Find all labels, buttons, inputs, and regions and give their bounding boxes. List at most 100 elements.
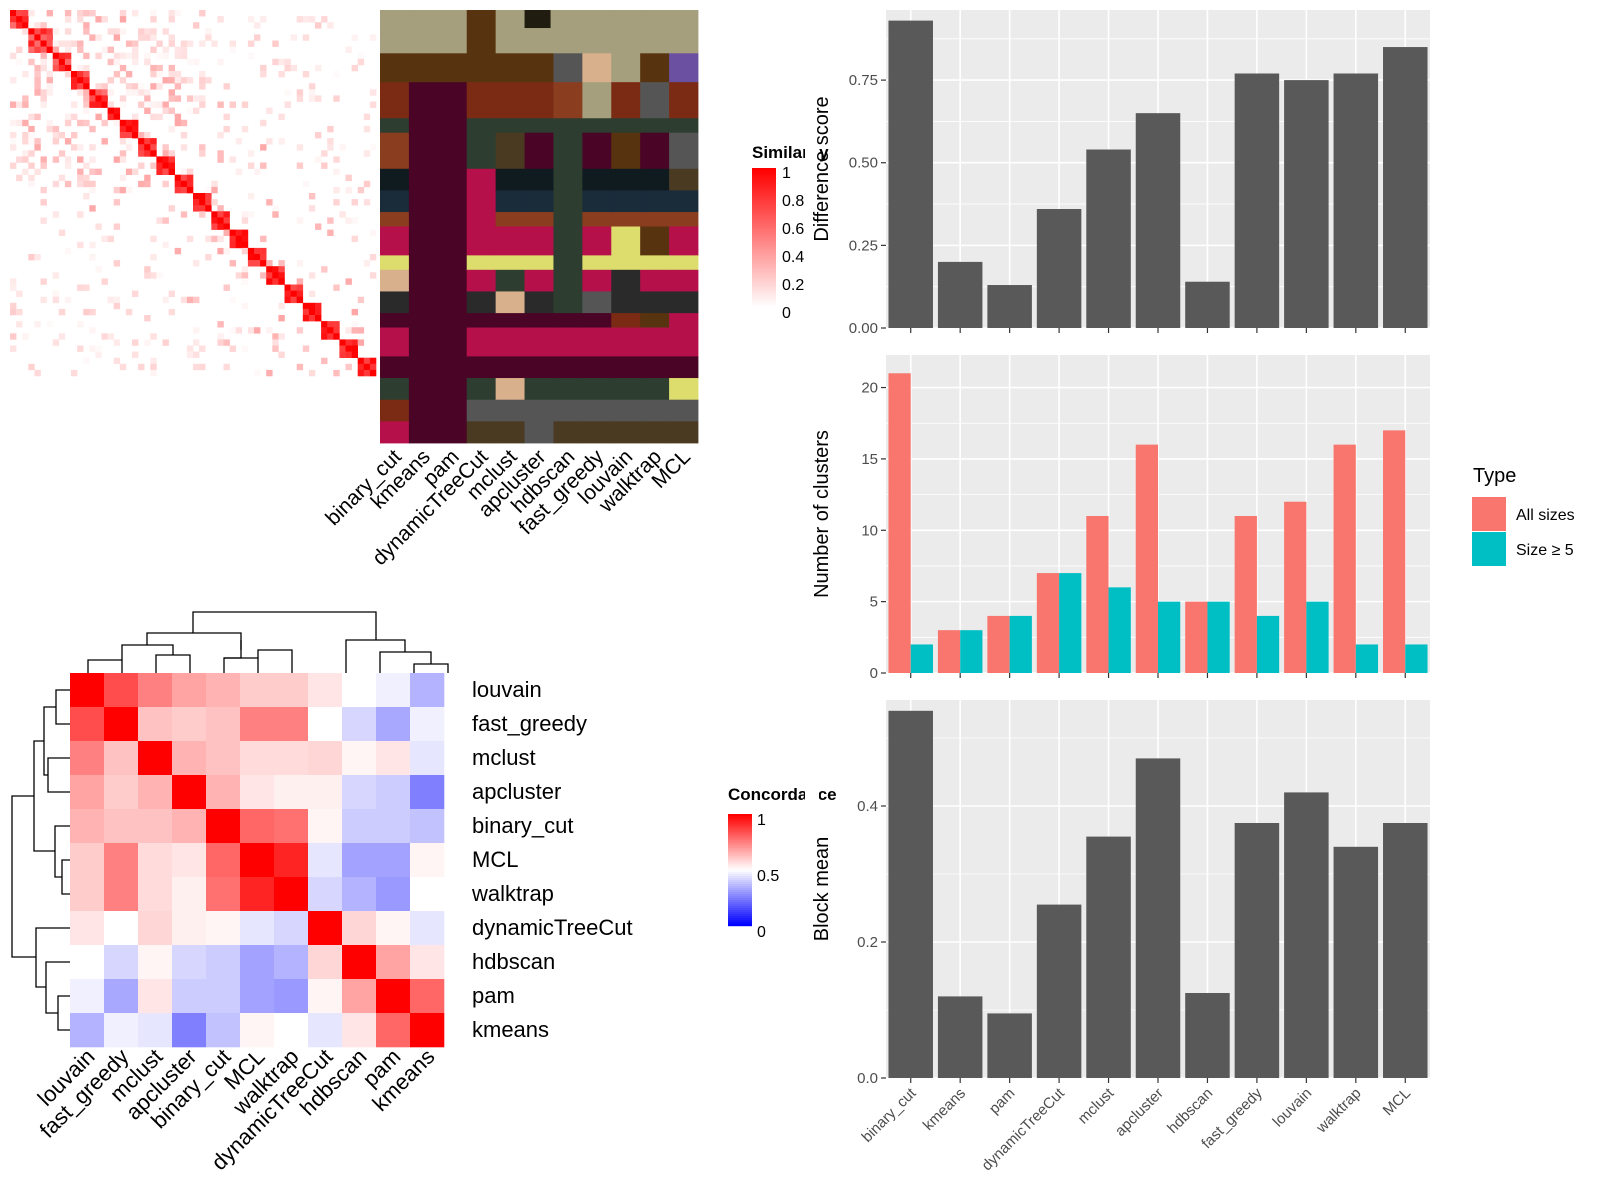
- similarity-cell: [174, 186, 182, 194]
- concordance-cell: [206, 979, 241, 1014]
- class-cell: [553, 82, 583, 119]
- similarity-cell: [186, 186, 194, 194]
- bar-all-sizes: [1333, 444, 1356, 673]
- similarity-cell: [260, 119, 267, 127]
- similarity-cell: [156, 156, 163, 163]
- similarity-cell: [107, 113, 114, 121]
- similarity-cell: [278, 302, 285, 310]
- class-cell: [495, 313, 525, 328]
- similarity-cell: [296, 296, 304, 304]
- similarity-cell: [150, 162, 157, 169]
- similarity-cell: [205, 235, 212, 243]
- class-cell: [495, 132, 525, 170]
- class-cell: [669, 378, 699, 401]
- similarity-cell: [272, 211, 279, 218]
- similarity-cell: [180, 46, 188, 53]
- similarity-cell: [174, 83, 182, 90]
- similarity-legend-swatch: [752, 186, 776, 189]
- similarity-cell: [125, 52, 133, 60]
- class-cell: [495, 168, 525, 191]
- concordance-legend-swatch: [728, 856, 752, 859]
- class-cell: [437, 421, 468, 444]
- y-axis-title: Difference score: [811, 96, 833, 241]
- similarity-cell: [58, 52, 66, 60]
- similarity-cell: [339, 144, 346, 151]
- concordance-cell: [104, 843, 139, 878]
- similarity-cell: [241, 272, 249, 279]
- similarity-cell: [16, 308, 23, 316]
- similarity-cell: [144, 180, 151, 188]
- concordance-cell: [410, 911, 445, 946]
- class-cell: [466, 356, 497, 379]
- concordance-cell: [410, 707, 445, 742]
- similarity-legend-swatch: [752, 274, 776, 277]
- similarity-legend-swatch: [752, 200, 776, 203]
- similarity-cell: [119, 95, 127, 102]
- similarity-cell: [180, 211, 188, 218]
- similarity-cell: [150, 10, 157, 17]
- similarity-cell: [138, 28, 145, 35]
- similarity-legend-swatch: [752, 192, 776, 195]
- class-cell: [553, 291, 583, 314]
- class-cell: [524, 190, 554, 213]
- class-cell: [495, 327, 525, 357]
- similarity-cell: [308, 205, 316, 212]
- class-cell: [380, 399, 410, 422]
- similarity-cell: [113, 52, 121, 60]
- class-cell: [611, 190, 641, 213]
- similarity-cell: [58, 40, 66, 47]
- concordance-cell: [206, 673, 241, 708]
- concordance-cell: [172, 673, 207, 708]
- similarity-cell: [186, 174, 194, 182]
- concordance-cell: [138, 775, 173, 810]
- similarity-cell: [217, 132, 224, 139]
- concordance-legend-swatch: [728, 848, 752, 851]
- similarity-cell: [241, 217, 249, 224]
- similarity-cell: [22, 22, 29, 29]
- concordance-legend-swatch: [728, 854, 752, 857]
- similarity-cell: [89, 186, 96, 194]
- similarity-cell: [217, 321, 224, 328]
- similarity-legend-swatch: [752, 296, 776, 299]
- similarity-cell: [95, 95, 102, 102]
- similarity-cell: [144, 315, 151, 322]
- class-cell: [466, 226, 497, 256]
- similarity-cell: [16, 290, 23, 297]
- similarity-cell: [16, 16, 23, 23]
- similarity-cell: [193, 107, 200, 114]
- concordance-legend-swatch: [728, 824, 752, 827]
- y-tick-label: 5: [870, 594, 878, 611]
- concordance-cell: [308, 809, 343, 844]
- similarity-cell: [28, 138, 35, 145]
- similarity-cell: [71, 132, 78, 139]
- bar: [1086, 836, 1131, 1078]
- class-cell: [380, 269, 410, 292]
- class-cell: [466, 168, 497, 191]
- similarity-cell: [77, 89, 84, 96]
- concordance-cell: [138, 1013, 173, 1048]
- similarity-legend-tick: 0.2: [782, 277, 804, 294]
- similarity-cell: [193, 327, 200, 334]
- concordance-cell: [206, 775, 241, 810]
- class-cell: [553, 226, 583, 256]
- bar: [987, 285, 1032, 328]
- class-cell: [495, 255, 525, 271]
- class-cell: [582, 10, 612, 54]
- similarity-cell: [290, 290, 297, 297]
- concordance-legend-swatch: [728, 862, 752, 865]
- similarity-cell: [113, 58, 121, 66]
- bar: [888, 710, 933, 1078]
- similarity-cell: [77, 71, 84, 78]
- similarity-cell: [193, 339, 200, 346]
- similarity-cell: [89, 144, 96, 151]
- bar: [1185, 281, 1230, 328]
- similarity-cell: [315, 64, 322, 72]
- similarity-cell: [174, 119, 182, 127]
- similarity-cell: [34, 46, 41, 53]
- similarity-legend-swatch: [752, 216, 776, 219]
- similarity-cell: [174, 46, 182, 53]
- similarity-cell: [199, 71, 206, 78]
- similarity-cell: [40, 296, 47, 304]
- similarity-cell: [284, 284, 291, 291]
- class-cell: [582, 132, 612, 170]
